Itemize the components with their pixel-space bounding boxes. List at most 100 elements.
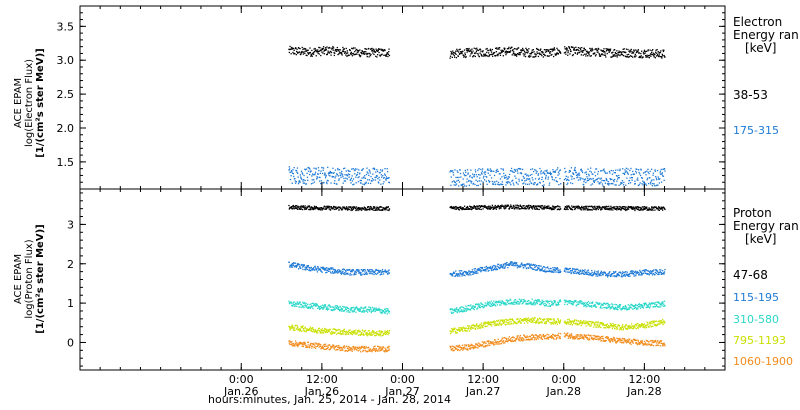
proton-data-point — [332, 309, 334, 312]
proton-data-point — [476, 308, 478, 310]
proton-data-point — [598, 207, 601, 209]
proton-data-point — [519, 205, 521, 207]
proton-data-point — [364, 271, 366, 273]
proton-data-point — [306, 208, 308, 210]
electron-data-point — [574, 49, 576, 51]
proton-data-point — [621, 274, 623, 276]
proton-data-point — [308, 267, 310, 269]
proton-data-point — [465, 310, 468, 312]
electron-data-point — [655, 185, 657, 187]
proton-data-point — [330, 306, 332, 308]
proton-data-point — [367, 206, 369, 208]
electron-data-point — [290, 48, 292, 50]
proton-data-point — [453, 308, 455, 311]
proton-data-point — [580, 302, 582, 305]
proton-data-point — [313, 207, 315, 209]
proton-data-point — [290, 266, 292, 268]
proton-data-point — [503, 263, 506, 265]
proton-data-point — [355, 329, 357, 331]
electron-data-point — [310, 53, 312, 55]
electron-data-point — [634, 56, 636, 58]
proton-data-point — [546, 267, 548, 269]
electron-data-point — [381, 48, 384, 51]
proton-data-point — [577, 206, 579, 208]
proton-data-point — [469, 305, 471, 307]
proton-data-point — [381, 269, 384, 271]
proton-data-point — [322, 306, 324, 308]
proton-data-point — [362, 310, 364, 312]
proton-data-point — [528, 300, 530, 302]
electron-data-point — [610, 56, 612, 58]
proton-data-point — [569, 271, 571, 273]
electron-data-point — [316, 50, 318, 52]
proton-data-point — [531, 302, 533, 304]
proton-data-point — [373, 332, 375, 334]
electron-data-point — [451, 52, 453, 54]
proton-data-point — [659, 303, 662, 306]
electron-data-point — [579, 179, 581, 181]
proton-data-point — [610, 205, 612, 207]
electron-data-point — [618, 184, 620, 186]
electron-data-point — [540, 48, 542, 50]
proton-data-point — [544, 269, 546, 271]
electron-data-point — [323, 174, 326, 176]
electron-data-point — [479, 48, 482, 50]
proton-data-point — [479, 205, 481, 207]
proton-data-point — [465, 308, 467, 310]
electron-data-point — [342, 46, 344, 49]
electron-data-point — [452, 50, 454, 52]
proton-data-point — [506, 299, 508, 301]
proton-data-point — [521, 298, 523, 301]
electron-data-point — [575, 171, 577, 174]
proton-data-point — [492, 323, 494, 325]
electron-data-point — [483, 55, 486, 57]
proton-data-point — [323, 306, 326, 308]
proton-data-point — [557, 205, 559, 207]
electron-data-point — [512, 50, 514, 52]
proton-data-point — [291, 207, 293, 209]
electron-data-point — [636, 177, 639, 179]
proton-data-point — [503, 267, 505, 269]
proton-data-point — [367, 330, 369, 332]
electron-data-point — [476, 47, 478, 49]
electron-data-point — [358, 50, 360, 52]
electron-data-point — [321, 167, 323, 169]
electron-data-point — [531, 51, 534, 54]
proton-data-point — [605, 206, 607, 208]
electron-data-point — [467, 172, 469, 174]
electron-data-point — [512, 171, 514, 173]
proton-data-point — [628, 308, 630, 311]
proton-data-point — [313, 205, 316, 207]
electron-data-point — [588, 175, 590, 177]
proton-data-point — [640, 305, 642, 307]
proton-data-point — [532, 304, 534, 306]
proton-data-point — [594, 270, 596, 272]
proton-data-point — [619, 208, 621, 210]
proton-data-point — [449, 207, 452, 209]
proton-data-point — [531, 207, 533, 209]
electron-data-point — [291, 47, 293, 49]
proton-data-point — [581, 303, 583, 305]
proton-data-point — [387, 206, 389, 208]
proton-data-point — [364, 207, 367, 209]
proton-data-point — [381, 270, 383, 272]
electron-data-point — [368, 47, 370, 50]
electron-data-point — [625, 56, 627, 58]
proton-data-point — [612, 207, 615, 209]
proton-data-point — [560, 208, 562, 210]
proton-data-point — [625, 271, 627, 273]
electron-data-point — [569, 49, 571, 51]
proton-data-point — [624, 275, 626, 277]
electron-data-point — [513, 168, 516, 171]
proton-data-point — [327, 269, 329, 271]
proton-data-point — [295, 207, 297, 209]
electron-data-point — [660, 56, 663, 58]
proton-data-point — [605, 302, 608, 305]
proton-data-point — [497, 301, 499, 303]
proton-data-point — [487, 321, 489, 323]
electron-data-point — [612, 170, 614, 172]
electron-data-point — [627, 56, 629, 58]
electron-data-point — [629, 177, 631, 179]
proton-data-point — [357, 209, 359, 212]
electron-data-point — [462, 183, 464, 185]
